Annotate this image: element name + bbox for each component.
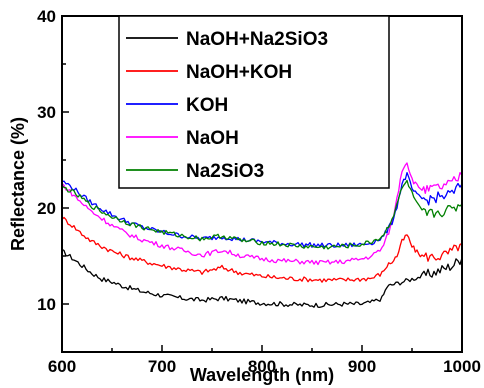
x-tick-label: 800 bbox=[248, 357, 276, 376]
series-line bbox=[61, 162, 463, 266]
legend-label: NaOH+Na2SiO3 bbox=[186, 29, 328, 50]
x-tick-label: 900 bbox=[348, 357, 376, 376]
ticks-layer bbox=[61, 15, 463, 352]
x-tick-label: 600 bbox=[48, 357, 76, 376]
legend-label: NaOH+KOH bbox=[186, 62, 292, 83]
legend-label: Na2SiO3 bbox=[186, 161, 264, 182]
legend: NaOH+Na2SiO3 NaOH+KOH KOH NaOH Na2SiO3 bbox=[118, 15, 390, 189]
y-tick-label: 20 bbox=[37, 199, 56, 218]
x-tick-label: 700 bbox=[148, 357, 176, 376]
x-tick-label: 1000 bbox=[443, 357, 481, 376]
y-tick-label: 10 bbox=[37, 295, 56, 314]
tick-labels-layer: 600 700 800 900 1000 10 20 30 40 bbox=[37, 7, 481, 376]
legend-label: NaOH bbox=[186, 128, 239, 149]
series-line bbox=[61, 179, 463, 250]
series-line bbox=[61, 248, 463, 308]
y-tick-label: 30 bbox=[37, 103, 56, 122]
series-layer bbox=[61, 162, 463, 308]
legend-label: KOH bbox=[186, 95, 228, 116]
y-axis-title: Reflectance (%) bbox=[8, 117, 28, 251]
legend-items: NaOH+Na2SiO3 NaOH+KOH KOH NaOH Na2SiO3 bbox=[126, 29, 328, 182]
x-axis-title: Wavelength (nm) bbox=[190, 365, 334, 385]
legend-box bbox=[118, 15, 390, 189]
series-line bbox=[61, 216, 463, 283]
y-tick-label: 40 bbox=[37, 7, 56, 26]
